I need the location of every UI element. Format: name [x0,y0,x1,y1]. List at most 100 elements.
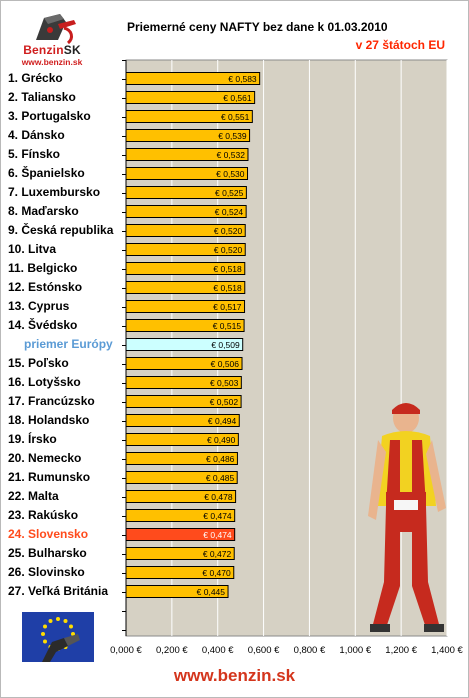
bar-value-label: € 0,551 [221,112,250,122]
x-tick-label: 1,000 € [339,645,372,656]
eu-flag-icon [22,612,94,662]
bar [125,357,243,370]
bar [125,433,239,446]
eu-star [41,632,45,636]
category-label: 18. Holandsko [8,413,90,427]
category-label: 12. Estónsko [8,280,83,294]
chart-title: Priemerné ceny NAFTY bez dane k 01.03.20… [127,20,388,34]
eu-star [56,617,60,621]
footer-url[interactable]: www.benzin.sk [173,666,296,685]
category-label: 10. Litva [8,242,57,256]
category-label: 8. Maďarsko [8,204,79,218]
bar [125,281,246,294]
bar-value-label: € 0,485 [206,473,235,483]
bar [125,566,235,579]
bar-value-label: € 0,503 [210,378,239,388]
bar-value-label: € 0,520 [214,245,243,255]
bar-value-label: € 0,525 [215,188,244,198]
x-tick-label: 1,400 € [431,645,463,656]
bar-value-label: € 0,518 [213,283,242,293]
eu-star [43,624,48,629]
bar-value-label: € 0,474 [203,511,232,521]
category-label: 11. Belgicko [8,261,78,275]
bar [125,509,236,522]
bar-value-label: € 0,524 [215,207,244,217]
category-label: 20. Nemecko [8,451,82,465]
bar-value-label: € 0,445 [197,587,226,597]
x-tick-label: 0,000 € [110,645,142,656]
eu-star [68,624,73,629]
category-label: 15. Poľsko [8,356,69,370]
bar-value-label: € 0,474 [203,530,232,540]
bar-value-label: € 0,506 [211,359,240,369]
eu-star [71,632,75,636]
category-label: 17. Francúzsko [8,394,95,408]
bar-value-label: € 0,478 [204,492,233,502]
bar [125,585,229,598]
category-label: 26. Slovinsko [8,565,85,579]
category-label: 6. Španielsko [8,166,85,180]
bar [125,186,247,199]
category-label: 3. Portugalsko [8,109,91,123]
category-label: 23. Rakúsko [8,508,79,522]
bar [125,490,237,503]
bar [125,547,235,560]
logo-brand: BenzinSK [23,43,81,57]
bar [125,110,253,123]
bar-value-label: € 0,472 [203,549,232,559]
benzin-sk-logo[interactable]: BenzinSK www.benzin.sk [14,10,90,68]
bar-value-label: € 0,520 [214,226,243,236]
category-label: 1. Grécko [8,71,63,85]
bar-value-label: € 0,518 [213,264,242,274]
bar-value-label: € 0,494 [208,416,237,426]
x-tick-label: 0,200 € [155,645,188,656]
eu-star [48,619,53,624]
category-label: 24. Slovensko [8,527,89,541]
bar [125,72,261,85]
bar [125,414,240,427]
bar-value-label: € 0,561 [223,93,252,103]
bar-value-label: € 0,530 [216,169,245,179]
bar [125,129,251,142]
gas-station-attendant-mascot [368,403,446,632]
bar-value-label: € 0,470 [202,568,231,578]
category-label: 9. Česká republika [8,223,114,237]
bar [125,262,246,275]
bar [125,224,246,237]
bar-value-label: € 0,539 [218,131,247,141]
bar [125,205,247,218]
bar [125,167,249,180]
bar [125,338,244,351]
bar-value-label: € 0,532 [217,150,246,160]
bar [125,319,245,332]
chart-subtitle: v 27 štátoch EU [355,38,445,52]
bar [125,471,238,484]
category-label: 2. Taliansko [8,90,76,104]
bar [125,91,256,104]
bar-value-label: € 0,515 [213,321,242,331]
fuel-nozzle-icon [36,14,76,45]
category-label: 5. Fínsko [8,147,61,161]
x-tick-label: 0,800 € [293,645,326,656]
category-label: 16. Lotyšsko [8,375,81,389]
category-label: 25. Bulharsko [8,546,87,560]
bar-value-label: € 0,517 [213,302,242,312]
category-label: 27. Veľká Británia [8,584,109,598]
bar-value-label: € 0,502 [210,397,239,407]
eu-star [43,639,48,644]
bar [125,528,236,541]
logo-url[interactable]: www.benzin.sk [21,57,83,67]
bar [125,243,246,256]
bar [125,452,238,465]
bar [125,148,249,161]
x-tick-label: 0,600 € [247,645,280,656]
category-label: 13. Cyprus [8,299,70,313]
category-label: 19. Írsko [8,432,57,446]
bar-value-label: € 0,509 [211,340,240,350]
eu-star [63,619,68,624]
bar-value-label: € 0,583 [228,74,257,84]
bar [125,300,246,313]
category-label: 21. Rumunsko [8,470,91,484]
category-label: 4. Dánsko [8,128,65,142]
bar-value-label: € 0,490 [207,435,236,445]
